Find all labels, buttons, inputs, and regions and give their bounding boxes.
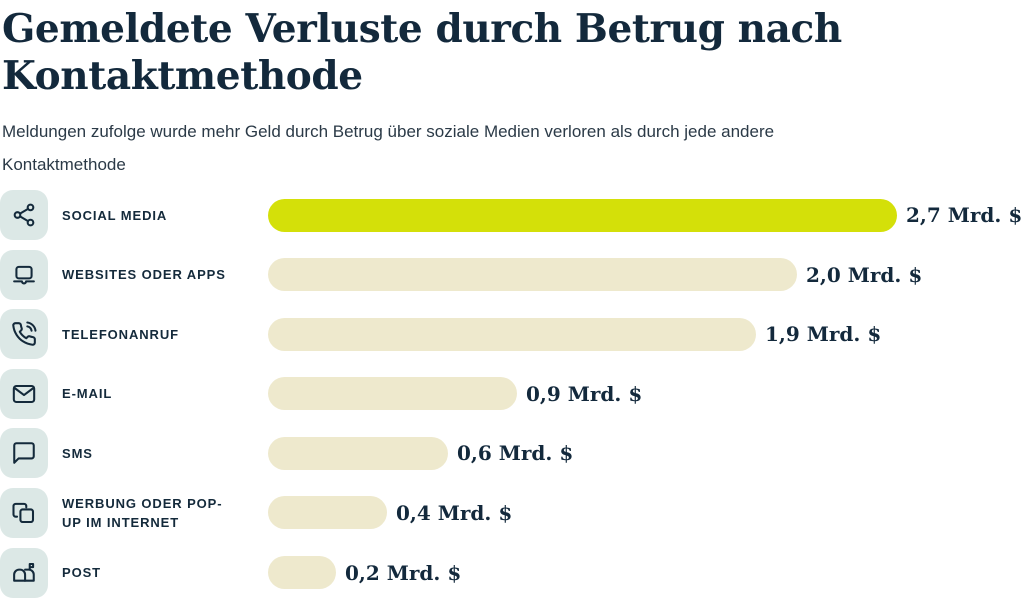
chart-row: SOCIAL MEDIA 2,7 Mrd. $ xyxy=(0,190,1024,240)
share-icon xyxy=(0,190,48,240)
category-label: WEBSITES ODER APPS xyxy=(62,267,226,283)
chart-row: POST 0,2 Mrd. $ xyxy=(0,547,1024,598)
bar xyxy=(268,317,756,351)
bar-track: 2,7 Mrd. $ xyxy=(268,198,1024,232)
chart-row: TELEFONANRUF 1,9 Mrd. $ xyxy=(0,309,1024,360)
bar xyxy=(268,556,336,590)
value-label: 0,9 Mrd. $ xyxy=(526,381,643,406)
category-label: SMS xyxy=(62,445,93,461)
bar-chart: SOCIAL MEDIA 2,7 Mrd. $ WEBSITES ODER AP… xyxy=(0,190,1024,598)
laptop-icon xyxy=(0,249,48,300)
category-label: POST xyxy=(62,565,101,581)
value-label: 1,9 Mrd. $ xyxy=(765,322,882,347)
mailbox-icon xyxy=(0,547,48,598)
chart-row: E-MAIL 0,9 Mrd. $ xyxy=(0,368,1024,419)
subtitle: Meldungen zufolge wurde mehr Geld durch … xyxy=(2,122,775,174)
bar-track: 0,4 Mrd. $ xyxy=(268,496,1024,530)
value-label: 0,6 Mrd. $ xyxy=(457,441,574,466)
value-label: 2,7 Mrd. $ xyxy=(906,203,1023,227)
popup-windows-icon xyxy=(0,487,48,538)
bar xyxy=(268,198,897,232)
mail-icon xyxy=(0,368,48,419)
bar xyxy=(268,377,517,411)
chart-row: WERBUNG ODER POP- UP IM INTERNET 0,4 Mrd.… xyxy=(0,487,1024,538)
chart-row: WEBSITES ODER APPS 2,0 Mrd. $ xyxy=(0,249,1024,300)
bar-track: 0,2 Mrd. $ xyxy=(268,556,1024,590)
category-label: SOCIAL MEDIA xyxy=(62,207,168,223)
value-label: 0,4 Mrd. $ xyxy=(396,500,513,525)
page-title: Gemeldete Verluste durch Betrug nach Kon… xyxy=(2,6,842,99)
value-label: 0,2 Mrd. $ xyxy=(345,560,462,585)
bar-track: 0,9 Mrd. $ xyxy=(268,377,1024,411)
phone-call-icon xyxy=(0,309,48,360)
bar-track: 1,9 Mrd. $ xyxy=(268,317,1024,351)
chart-row: SMS 0,6 Mrd. $ xyxy=(0,428,1024,479)
bar-track: 0,6 Mrd. $ xyxy=(268,436,1024,470)
category-label: TELEFONANRUF xyxy=(62,326,179,342)
bar xyxy=(268,436,448,470)
bar xyxy=(268,496,387,530)
bar-track: 2,0 Mrd. $ xyxy=(268,258,1024,292)
message-bubble-icon xyxy=(0,428,48,479)
category-label: E-MAIL xyxy=(62,386,113,402)
category-label: WERBUNG ODER POP- UP IM INTERNET xyxy=(62,495,223,530)
bar xyxy=(268,258,797,292)
value-label: 2,0 Mrd. $ xyxy=(806,262,923,287)
